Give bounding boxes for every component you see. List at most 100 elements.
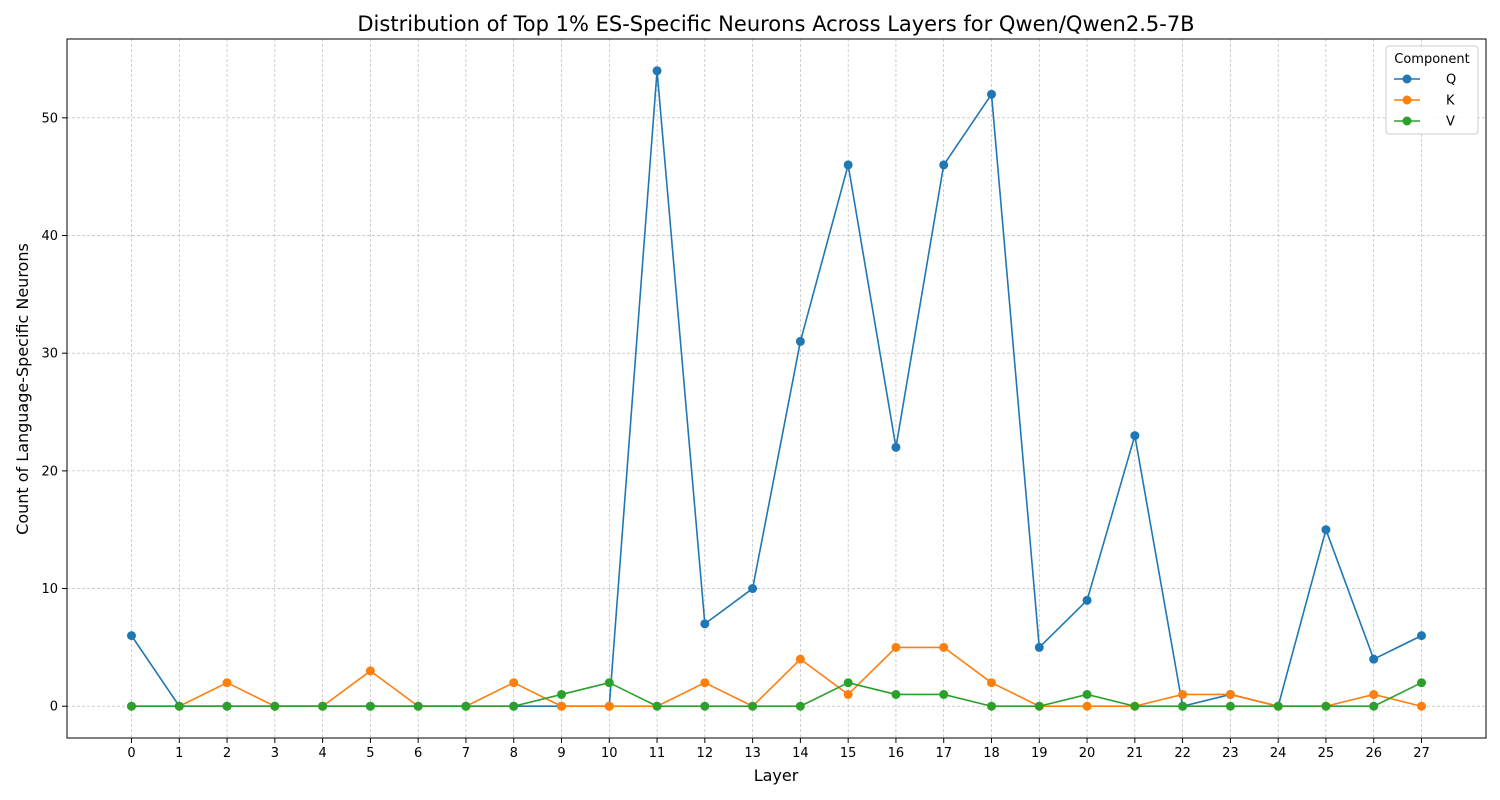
data-point-v: [939, 689, 949, 699]
y-tick-label: 10: [41, 582, 58, 597]
data-point-v: [1178, 701, 1188, 711]
x-tick-label: 27: [1413, 746, 1430, 761]
legend-items: QKV: [1394, 73, 1456, 130]
x-tick-label: 15: [840, 746, 857, 761]
data-point-v: [652, 701, 662, 711]
x-tick-label: 21: [1127, 746, 1144, 761]
data-point-k: [1178, 689, 1188, 699]
x-tick-label: 19: [1031, 746, 1048, 761]
legend-label-q: Q: [1446, 73, 1456, 88]
data-point-v: [795, 701, 805, 711]
x-tick-label: 0: [127, 746, 135, 761]
data-point-q: [748, 584, 758, 594]
data-point-v: [174, 701, 184, 711]
x-tick-label: 3: [271, 746, 279, 761]
data-point-q: [652, 66, 662, 76]
data-point-v: [1321, 701, 1331, 711]
data-point-v: [843, 678, 853, 688]
data-point-v: [509, 701, 519, 711]
data-point-k: [1082, 701, 1092, 711]
data-point-v: [891, 689, 901, 699]
x-tick-label: 17: [935, 746, 952, 761]
data-point-v: [700, 701, 710, 711]
data-point-v: [222, 701, 232, 711]
y-tick-label: 40: [41, 229, 58, 244]
data-point-q: [127, 631, 136, 641]
data-point-v: [461, 701, 471, 711]
data-point-k: [891, 642, 901, 652]
x-tick-label: 23: [1222, 746, 1239, 761]
x-tick-label: 26: [1365, 746, 1382, 761]
x-tick-label: 18: [983, 746, 1000, 761]
series-line-v: [131, 681, 1422, 708]
series-line-k: [131, 646, 1422, 708]
x-tick-label: 9: [557, 746, 565, 761]
y-tick-label: 50: [41, 111, 58, 126]
data-point-v: [1225, 701, 1235, 711]
y-tick-label: 20: [41, 464, 58, 479]
data-point-v: [604, 678, 614, 688]
data-point-k: [843, 689, 853, 699]
legend: Component QKV: [1385, 45, 1479, 135]
x-tick-label: 10: [601, 746, 618, 761]
legend-marker-v: [1402, 116, 1412, 126]
y-axis-label: Count of Language-Specific Neurons: [13, 243, 32, 535]
x-tick-label: 7: [462, 746, 470, 761]
data-point-v: [1130, 701, 1140, 711]
data-point-k: [604, 701, 614, 711]
data-point-q: [939, 160, 949, 170]
data-point-v: [1082, 689, 1092, 699]
data-point-k: [1369, 689, 1379, 699]
data-point-k: [939, 642, 949, 652]
data-point-k: [795, 654, 805, 664]
x-tick-label: 14: [792, 746, 809, 761]
data-point-q: [891, 442, 901, 452]
x-tick-label: 4: [318, 746, 326, 761]
chart-title: Distribution of Top 1% ES-Specific Neuro…: [357, 12, 1194, 36]
data-point-q: [1417, 631, 1426, 641]
x-tick-label: 5: [366, 746, 374, 761]
data-point-k: [365, 666, 375, 676]
x-tick-label: 16: [888, 746, 905, 761]
data-point-k: [557, 701, 566, 711]
data-point-v: [365, 701, 375, 711]
axis-ticks: 0 1 2 3 4 5 6 7 8 9 10 11 12 13 14 15 16 17 18 19 20 21 22 23 24…: [41, 111, 1429, 761]
legend-marker-k: [1402, 95, 1412, 105]
y-tick-label: 0: [50, 700, 58, 715]
data-point-v: [1273, 701, 1283, 711]
x-tick-label: 25: [1318, 746, 1335, 761]
data-point-q: [1321, 525, 1331, 535]
data-point-k: [1225, 689, 1235, 699]
legend-box: [1385, 45, 1479, 135]
y-tick-label: 30: [41, 347, 58, 362]
x-tick-label: 24: [1270, 746, 1287, 761]
x-tick-label: 20: [1079, 746, 1096, 761]
data-point-v: [318, 701, 328, 711]
x-tick-label: 2: [223, 746, 231, 761]
data-point-v: [1034, 701, 1044, 711]
data-point-q: [843, 160, 853, 170]
data-point-q: [700, 619, 710, 629]
data-point-k: [700, 678, 710, 688]
x-tick-label: 8: [510, 746, 518, 761]
series-layer: [127, 66, 1426, 711]
data-point-k: [1417, 701, 1426, 711]
data-point-k: [222, 678, 232, 688]
data-point-v: [413, 701, 423, 711]
data-point-q: [1369, 654, 1379, 664]
data-point-k: [987, 678, 996, 688]
data-point-q: [1130, 431, 1140, 441]
data-point-q: [987, 89, 996, 99]
data-point-v: [1369, 701, 1379, 711]
x-tick-label: 6: [414, 746, 422, 761]
data-point-v: [1417, 678, 1426, 688]
data-point-q: [1034, 642, 1044, 652]
data-point-v: [270, 701, 280, 711]
data-point-q: [1082, 595, 1092, 605]
data-point-v: [748, 701, 758, 711]
x-tick-label: 13: [744, 746, 761, 761]
legend-marker-q: [1402, 74, 1412, 84]
x-tick-label: 22: [1174, 746, 1191, 761]
